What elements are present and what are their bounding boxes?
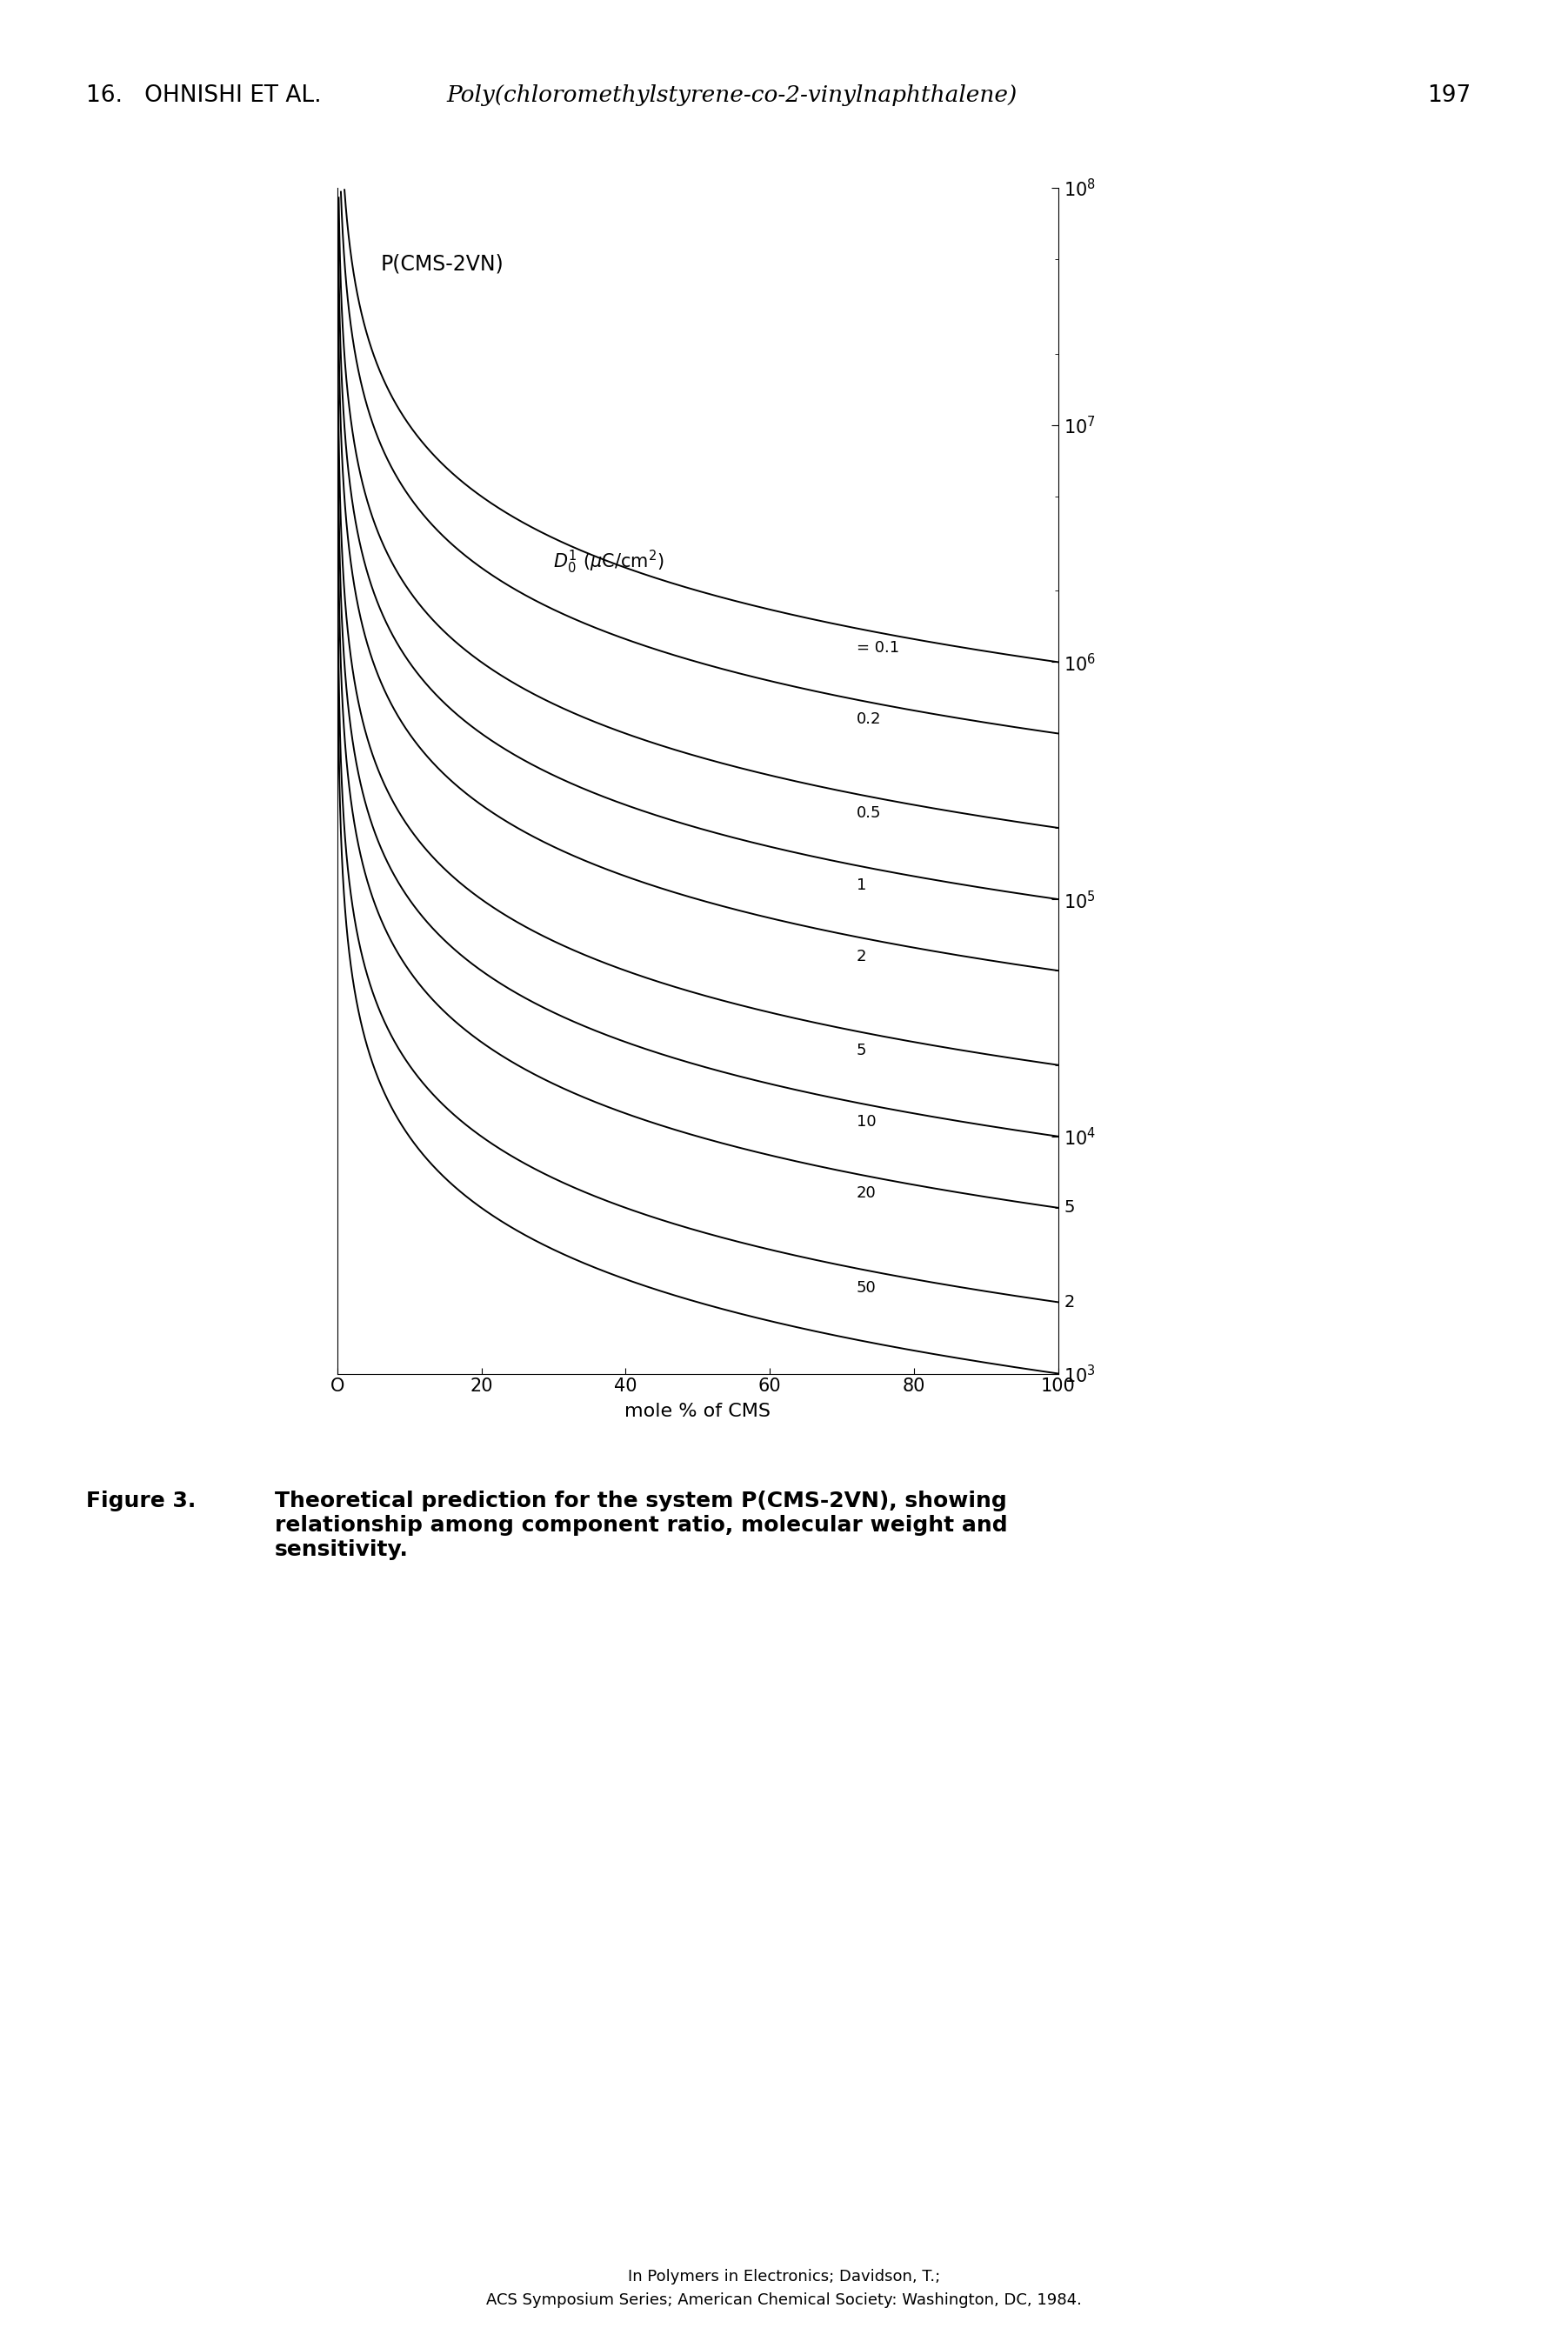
Text: 1: 1: [856, 878, 867, 892]
Text: 5: 5: [856, 1043, 867, 1059]
Text: 2: 2: [1065, 1294, 1076, 1310]
Text: In Polymers in Electronics; Davidson, T.;: In Polymers in Electronics; Davidson, T.…: [627, 2268, 941, 2285]
Text: $D_0^1$ ($\mu$C/cm$^2$): $D_0^1$ ($\mu$C/cm$^2$): [554, 549, 665, 575]
Text: 2: 2: [856, 949, 867, 965]
Text: 50: 50: [856, 1280, 877, 1296]
Text: Theoretical prediction for the system P(CMS-2VN), showing
relationship among com: Theoretical prediction for the system P(…: [274, 1491, 1007, 1559]
Text: = 0.1: = 0.1: [856, 641, 898, 655]
Text: 16.   OHNISHI ET AL.: 16. OHNISHI ET AL.: [86, 85, 321, 108]
Text: 10: 10: [856, 1115, 877, 1129]
Text: P(CMS-2VN): P(CMS-2VN): [381, 254, 503, 275]
Text: ACS Symposium Series; American Chemical Society: Washington, DC, 1984.: ACS Symposium Series; American Chemical …: [486, 2292, 1082, 2308]
Text: 0.2: 0.2: [856, 711, 881, 728]
Text: Figure 3.: Figure 3.: [86, 1491, 196, 1512]
X-axis label: mole % of CMS: mole % of CMS: [624, 1402, 771, 1421]
Text: 197: 197: [1427, 85, 1471, 108]
Text: 0.5: 0.5: [856, 805, 881, 822]
Text: 20: 20: [856, 1186, 877, 1202]
Text: Poly(chloromethylstyrene-co-2-vinylnaphthalene): Poly(chloromethylstyrene-co-2-vinylnapht…: [447, 85, 1018, 106]
Text: 5: 5: [1065, 1200, 1076, 1216]
